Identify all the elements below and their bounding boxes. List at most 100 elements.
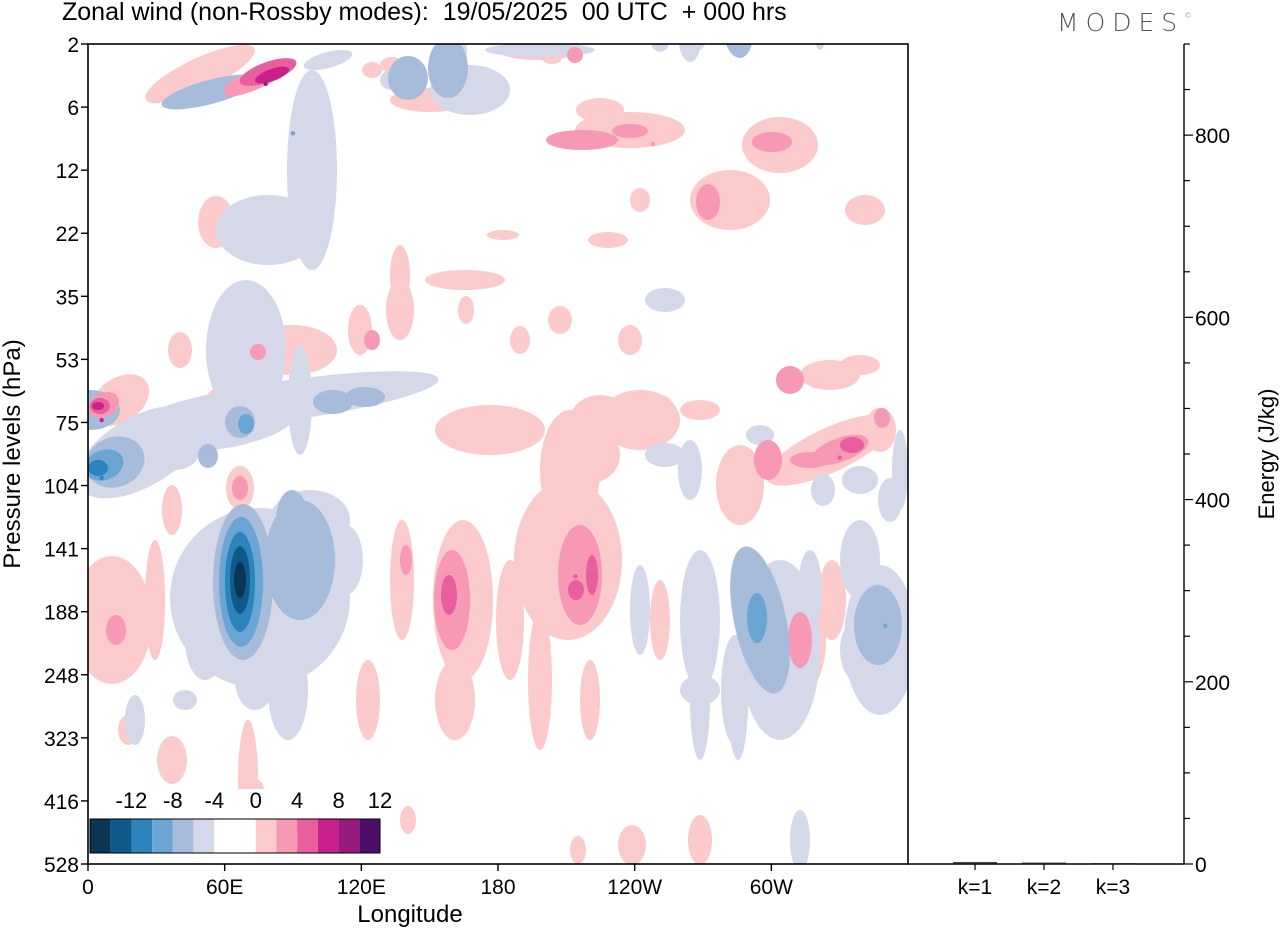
easterly-contour: [90, 0, 167, 22]
westerly-contour: [558, 525, 602, 625]
westerly-contour: [546, 130, 618, 150]
easterly-contour: [20, 0, 156, 35]
y-tick-label: 12: [56, 160, 79, 183]
westerly-contour: [250, 344, 266, 360]
feature-marker: [263, 81, 268, 86]
westerly-contour: [356, 660, 380, 740]
westerly-contour: [776, 366, 804, 394]
easterly-contour: [657, 7, 707, 21]
colorbar-swatch: [297, 819, 318, 853]
westerly-contour: [818, 560, 846, 640]
easterly-contour: [790, 810, 810, 864]
easterly-contour: [811, 474, 835, 506]
easterly-contour: [840, 520, 880, 600]
colorbar-swatch: [110, 819, 132, 853]
y-tick-label: 53: [56, 349, 79, 372]
westerly-contour: [567, 47, 583, 63]
easterly-contour: [604, 0, 653, 15]
westerly-contour: [106, 615, 126, 645]
easterly-contour: [854, 585, 902, 665]
westerly-contour: [425, 270, 505, 290]
easterly-contour: [834, 9, 846, 41]
colorbar-label: 8: [332, 788, 344, 813]
x-tick-label: 0: [82, 876, 94, 899]
colorbar-swatch: [90, 819, 111, 853]
colorbar-frame: [89, 818, 381, 854]
colorbar-swatch: [172, 819, 194, 853]
easterly-contour: [198, 444, 218, 468]
easterly-contour: [680, 675, 720, 705]
westerly-contour: [441, 575, 457, 615]
y-tick-label: 141: [44, 539, 79, 562]
colorbar: -12 -8 -4 0 4 8 12: [88, 788, 392, 864]
westerly-contour: [840, 355, 880, 375]
easterly-contour: [88, 460, 108, 476]
westerly-contour: [612, 124, 648, 138]
easterly-contour: [630, 565, 650, 655]
easterly-contour: [416, 0, 448, 8]
westerly-contour: [845, 195, 885, 225]
modes-logo: MODES©: [1057, 8, 1192, 37]
westerly-contour: [145, 44, 255, 104]
colorbar-label: 4: [291, 788, 303, 813]
colorbar-swatch: [317, 819, 339, 853]
easterly-contour: [746, 425, 774, 445]
westerly-contour: [568, 580, 584, 600]
easterly-contour: [875, 595, 895, 625]
westerly-contour: [790, 452, 830, 468]
westerly-contour: [650, 580, 670, 660]
westerly-contour: [570, 836, 586, 864]
energy-panel: 0 200 400 600 800 Energy (J/kg) k=1 k=2 k=3: [908, 43, 1279, 899]
westerly-contour: [390, 520, 414, 640]
westerly-contour: [458, 296, 474, 324]
energy-tick-label: 600: [1195, 307, 1230, 330]
energy-category-label: k=1: [958, 876, 992, 899]
easterly-contour: [388, 56, 428, 100]
easterly-contour: [733, 565, 757, 595]
colorbar-label: 0: [250, 788, 262, 813]
westerly-contour: [874, 408, 890, 428]
energy-category-label: k=2: [1027, 876, 1061, 899]
easterly-contour: [310, 118, 334, 142]
westerly-contour: [364, 330, 380, 350]
y-tick-label: 35: [56, 286, 79, 309]
easterly-contour: [383, 17, 433, 27]
colorbar-swatch: [338, 819, 360, 853]
energy-tick-label: 0: [1195, 854, 1207, 877]
westerly-contour: [400, 806, 416, 834]
easterly-contour: [645, 288, 685, 312]
westerly-contour: [487, 230, 519, 240]
easterly-contour: [216, 195, 320, 265]
colorbar-swatch: [276, 819, 298, 853]
feature-marker: [573, 574, 578, 579]
energy-bar: [1091, 863, 1135, 865]
westerly-contour: [788, 612, 812, 668]
x-axis-label: Longitude: [357, 901, 462, 928]
y-tick-label: 75: [56, 412, 79, 435]
easterly-contour: [276, 490, 308, 550]
feature-marker: [837, 455, 842, 460]
energy-bar: [953, 862, 997, 864]
westerly-contour: [528, 610, 552, 750]
colorbar-label: -8: [163, 788, 183, 813]
easterly-contour: [721, 635, 749, 745]
feature-marker: [883, 623, 888, 628]
colorbar-swatch: [131, 819, 153, 853]
easterly-contour: [238, 414, 254, 434]
y-tick-label: 416: [44, 791, 79, 814]
y-axis-label: Pressure levels (hPa): [0, 339, 26, 568]
westerly-contour: [586, 555, 598, 595]
westerly-contour: [92, 402, 104, 410]
x-tick-label: 60W: [750, 876, 793, 899]
easterly-contour: [798, 550, 822, 630]
westerly-contour: [680, 400, 720, 420]
westerly-contour: [548, 306, 572, 334]
colorbar-swatch: [235, 819, 256, 853]
westerly-contour: [618, 825, 646, 864]
wind-field: [20, 0, 908, 864]
y-tick-label: 104: [44, 476, 79, 499]
feature-marker: [750, 634, 756, 640]
easterly-contour: [892, 430, 908, 510]
easterly-contour: [747, 593, 767, 643]
